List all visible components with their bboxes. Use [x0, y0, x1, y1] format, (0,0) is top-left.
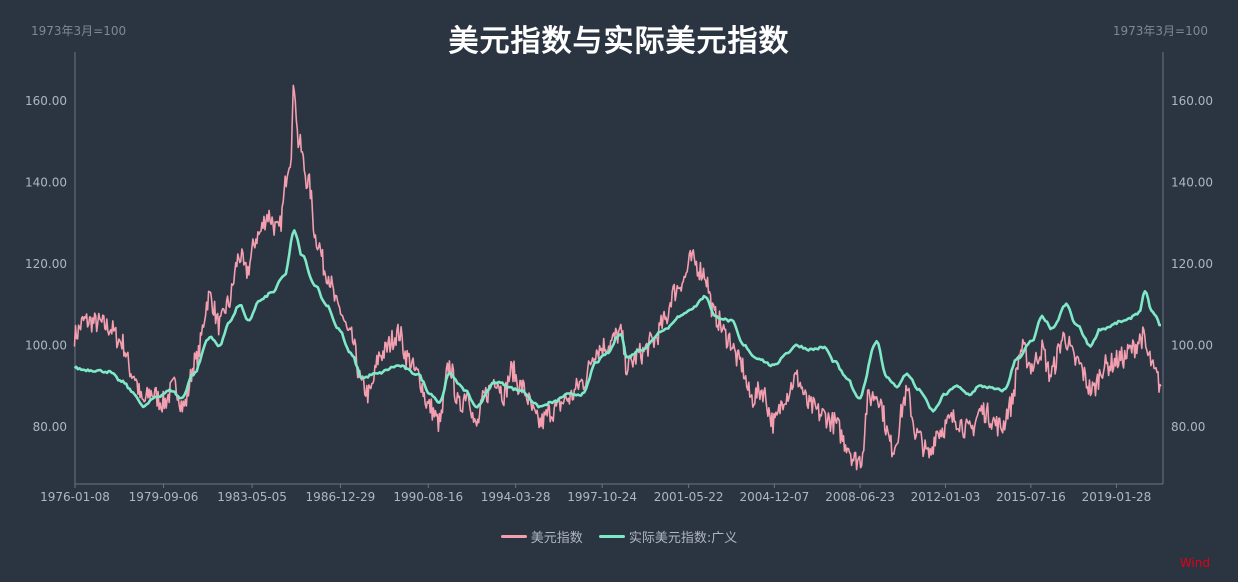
x-tick-label: 2012-01-03 [911, 490, 981, 504]
series-line-real-usd-index [73, 229, 1161, 413]
y-tick-label-left: 140.00 [25, 175, 67, 189]
y-tick-label-right: 120.00 [1171, 257, 1213, 271]
x-tick-label: 2008-06-23 [825, 490, 895, 504]
left-axis-unit: 1973年3月=100 [31, 24, 127, 38]
y-tick-label-right: 160.00 [1171, 94, 1213, 108]
x-tick-label: 1994-03-28 [481, 490, 551, 504]
right-axis-unit: 1973年3月=100 [1112, 24, 1208, 38]
x-tick-label: 2015-07-16 [996, 490, 1066, 504]
x-tick-label: 1990-08-16 [393, 490, 463, 504]
x-tick-label: 1986-12-29 [306, 490, 376, 504]
legend-item-real-usd-index[interactable]: 实际美元指数:广义 [598, 527, 738, 546]
x-tick-label: 1983-05-05 [217, 490, 287, 504]
y-tick-label-right: 100.00 [1171, 338, 1213, 352]
legend-label-real-usd-index: 实际美元指数:广义 [628, 531, 738, 546]
legend-item-usd-index[interactable]: 美元指数 [500, 527, 583, 546]
x-tick-label: 2004-12-07 [740, 490, 810, 504]
series-layer [73, 84, 1162, 471]
y-tick-label-right: 80.00 [1171, 420, 1205, 434]
legend: 美元指数 实际美元指数:广义 [0, 527, 1238, 546]
legend-swatch-usd-index [500, 535, 527, 538]
y-tick-label-left: 120.00 [25, 257, 67, 271]
chart-title: 美元指数与实际美元指数 [448, 24, 790, 59]
x-tick-label: 2019-01-28 [1082, 490, 1152, 504]
x-tick-label: 2001-05-22 [654, 490, 724, 504]
x-tick-label: 1979-09-06 [129, 490, 199, 504]
x-tick-label: 1976-01-08 [40, 490, 110, 504]
legend-swatch-real-usd-index [598, 535, 625, 538]
legend-label-usd-index: 美元指数 [530, 531, 583, 546]
y-tick-label-left: 100.00 [25, 338, 67, 352]
source-label: Wind [1179, 556, 1210, 570]
x-tick-label: 1997-10-24 [567, 490, 637, 504]
axes: 80.00 80.00 100.00 100.00 120.00 120.00 140.00… [25, 52, 1213, 504]
y-tick-label-left: 160.00 [25, 94, 67, 108]
series-line-usd-index [73, 84, 1162, 471]
y-tick-label-left: 80.00 [33, 420, 67, 434]
y-tick-label-right: 140.00 [1171, 175, 1213, 189]
